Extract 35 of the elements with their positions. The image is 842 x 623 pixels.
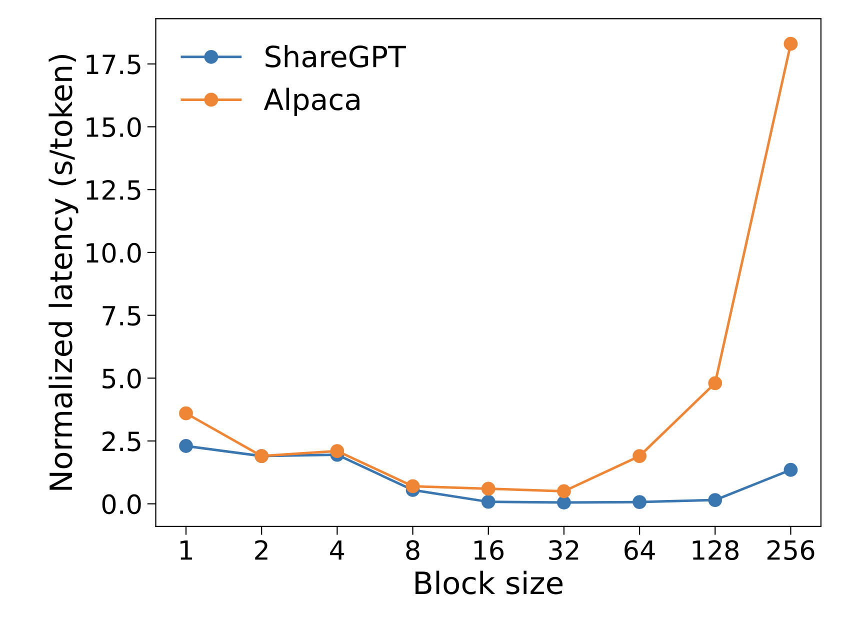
point [179, 439, 193, 453]
point [632, 495, 646, 509]
y-tick-label: 7.5 [102, 306, 140, 326]
x-axis-title: Block size [416, 570, 563, 594]
point [708, 376, 722, 390]
y-tick-label: 5.0 [102, 368, 141, 389]
point [481, 494, 496, 509]
x-tick-label: 4 [330, 540, 344, 560]
x-tick-label: 64 [624, 540, 655, 560]
y-tick-label: 2.5 [102, 431, 140, 452]
point [406, 479, 420, 494]
y-tick-label: 17.5 [86, 54, 140, 74]
point [557, 496, 571, 510]
y-axis-title: Normalized latency (s/token) [48, 54, 78, 490]
y-tick-label: 0.0 [102, 494, 141, 514]
point [632, 449, 646, 463]
legend-label: ShareGPT [266, 44, 406, 68]
y-tick-label: 10.0 [86, 242, 141, 263]
point [557, 484, 571, 498]
x-tick-label: 2 [255, 540, 268, 560]
point [179, 406, 193, 420]
point [784, 462, 798, 477]
x-tick-label: 8 [406, 540, 420, 560]
x-tick-label: 256 [767, 540, 814, 560]
point [708, 493, 722, 507]
point [330, 444, 344, 458]
x-tick-label: 1 [180, 540, 192, 560]
y-tick-label: 15.0 [86, 117, 141, 138]
point [784, 36, 798, 51]
y-tick-label: 12.5 [86, 180, 140, 200]
legend-label: Alpaca [264, 88, 360, 116]
point [481, 482, 496, 496]
x-tick-label: 128 [692, 540, 739, 560]
x-tick-label: 16 [474, 540, 504, 560]
x-tick-label: 32 [549, 540, 578, 560]
